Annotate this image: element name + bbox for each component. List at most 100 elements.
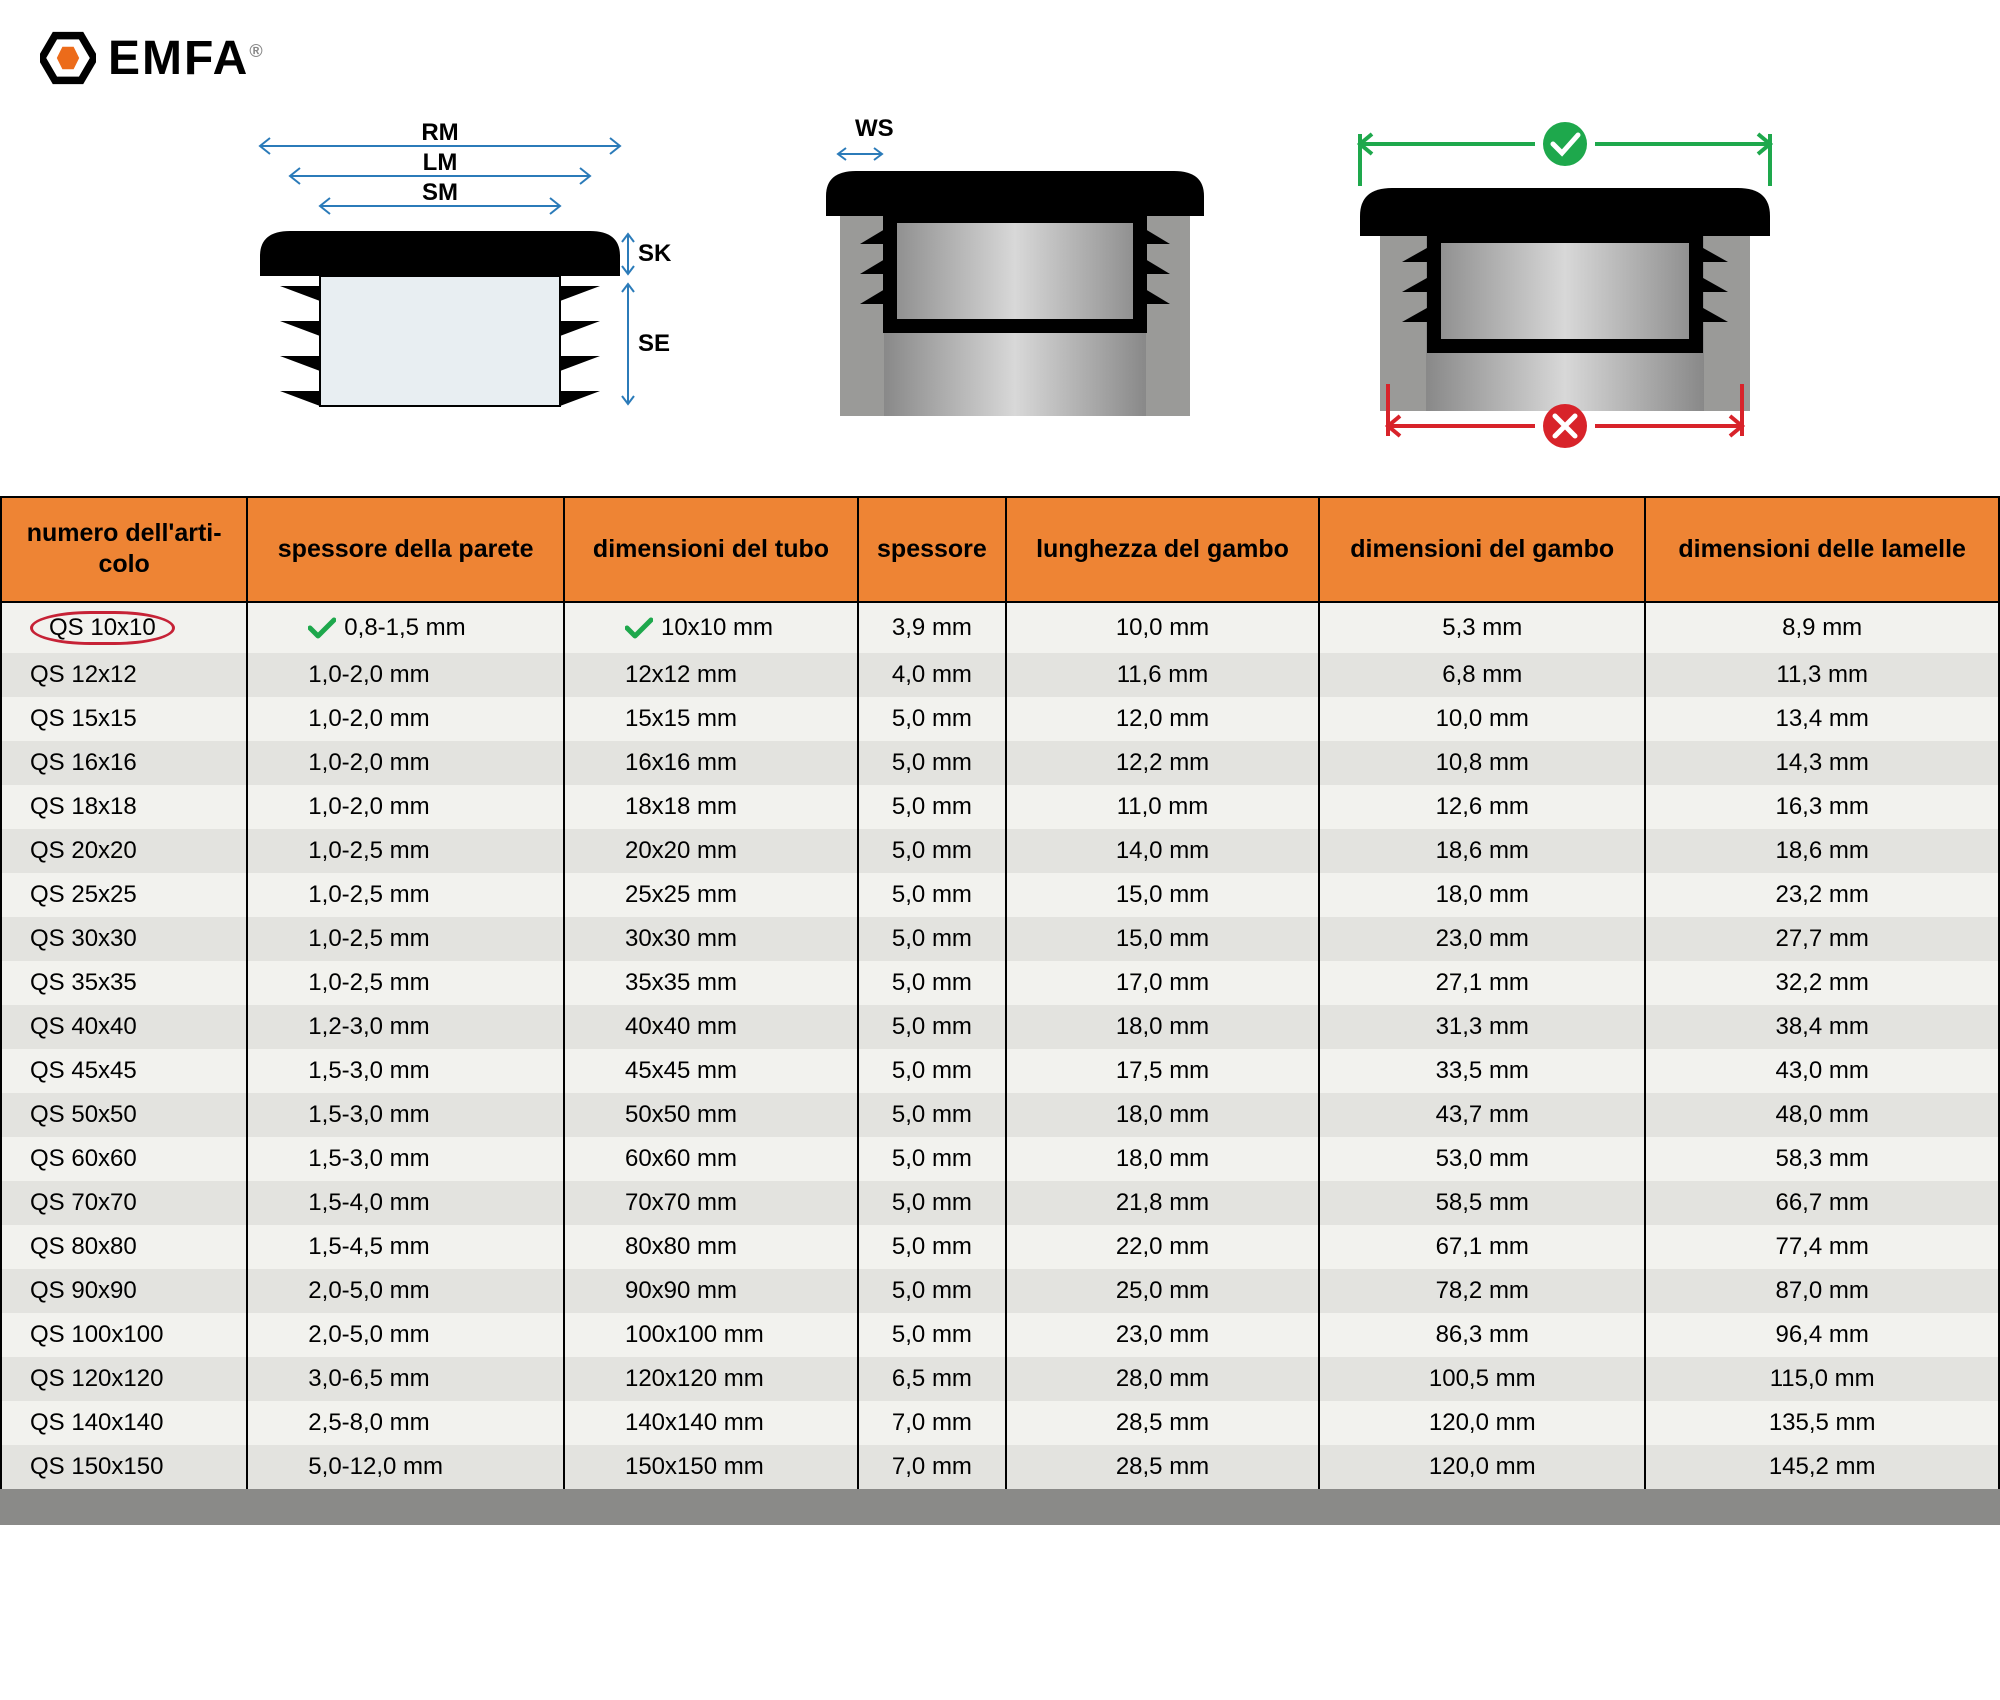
cell: QS 150x150 [1,1445,247,1489]
cell: 25x25 mm [564,873,858,917]
cell: 18,0 mm [1006,1093,1319,1137]
cell: 1,5-3,0 mm [247,1049,564,1093]
cell: 5,0 mm [858,1225,1006,1269]
cell: 40x40 mm [564,1005,858,1049]
cell: 2,5-8,0 mm [247,1401,564,1445]
cell: QS 100x100 [1,1313,247,1357]
table-row: QS 15x151,0-2,0 mm15x15 mm5,0 mm12,0 mm1… [1,697,1999,741]
cell: 1,0-2,0 mm [247,741,564,785]
cell: 80x80 mm [564,1225,858,1269]
cell: 11,3 mm [1645,653,1999,697]
cell: 5,0 mm [858,1313,1006,1357]
label-lm: LM [423,149,458,176]
cell: QS 30x30 [1,917,247,961]
cell: QS 140x140 [1,1401,247,1445]
cell: 1,0-2,5 mm [247,917,564,961]
cell: QS 40x40 [1,1005,247,1049]
cell: QS 25x25 [1,873,247,917]
cell: 87,0 mm [1645,1269,1999,1313]
label-se: SE [638,330,670,357]
table-row: QS 25x251,0-2,5 mm25x25 mm5,0 mm15,0 mm1… [1,873,1999,917]
table-header: numero dell'arti-colospessore della pare… [1,497,1999,602]
cell: 27,1 mm [1319,961,1645,1005]
cell: 38,4 mm [1645,1005,1999,1049]
cell: QS 10x10 [1,602,247,653]
table-row: QS 20x201,0-2,5 mm20x20 mm5,0 mm14,0 mm1… [1,829,1999,873]
cell: QS 50x50 [1,1093,247,1137]
cell: 1,0-2,0 mm [247,653,564,697]
cell: 3,9 mm [858,602,1006,653]
table-row: QS 10x100,8-1,5 mm10x10 mm3,9 mm10,0 mm5… [1,602,1999,653]
cell: 10,0 mm [1319,697,1645,741]
table-row: QS 40x401,2-3,0 mm40x40 mm5,0 mm18,0 mm3… [1,1005,1999,1049]
cell: 150x150 mm [564,1445,858,1489]
cell: 6,8 mm [1319,653,1645,697]
diagram-fit-check-icon [1350,116,1780,456]
diagram-cross-section-icon: WS [820,116,1210,426]
label-ws: WS [855,116,894,142]
table-row: QS 120x1203,0-6,5 mm120x120 mm6,5 mm28,0… [1,1357,1999,1401]
cell: 27,7 mm [1645,917,1999,961]
cell: 5,0 mm [858,741,1006,785]
cell: 43,0 mm [1645,1049,1999,1093]
cell: 5,0 mm [858,1005,1006,1049]
col-header-6: dimensioni delle lamelle [1645,497,1999,602]
cell: 5,0 mm [858,873,1006,917]
cell: 48,0 mm [1645,1093,1999,1137]
cell: 96,4 mm [1645,1313,1999,1357]
table-row: QS 35x351,0-2,5 mm35x35 mm5,0 mm17,0 mm2… [1,961,1999,1005]
cell: QS 18x18 [1,785,247,829]
cell: 5,0 mm [858,1269,1006,1313]
cell: 21,8 mm [1006,1181,1319,1225]
table-row: QS 45x451,5-3,0 mm45x45 mm5,0 mm17,5 mm3… [1,1049,1999,1093]
cell: 1,5-3,0 mm [247,1093,564,1137]
cell: 7,0 mm [858,1401,1006,1445]
cell: 1,5-4,5 mm [247,1225,564,1269]
cell: 77,4 mm [1645,1225,1999,1269]
table-row: QS 12x121,0-2,0 mm12x12 mm4,0 mm11,6 mm6… [1,653,1999,697]
col-header-3: spessore [858,497,1006,602]
cell: 5,0 mm [858,1181,1006,1225]
cell: 53,0 mm [1319,1137,1645,1181]
cell: 28,0 mm [1006,1357,1319,1401]
cell: 10x10 mm [564,602,858,653]
spec-table: numero dell'arti-colospessore della pare… [0,496,2000,1489]
cell: 16,3 mm [1645,785,1999,829]
cell: 18,0 mm [1319,873,1645,917]
cell: 90x90 mm [564,1269,858,1313]
cell: 115,0 mm [1645,1357,1999,1401]
cell: 6,5 mm [858,1357,1006,1401]
cell: 11,0 mm [1006,785,1319,829]
label-rm: RM [421,119,458,146]
cell: 23,0 mm [1006,1313,1319,1357]
logo-hex-icon [40,30,96,86]
cell: 120x120 mm [564,1357,858,1401]
cell: 66,7 mm [1645,1181,1999,1225]
cell: 15,0 mm [1006,917,1319,961]
cell: 5,0 mm [858,1049,1006,1093]
cell: 7,0 mm [858,1445,1006,1489]
cell: QS 60x60 [1,1137,247,1181]
cell: 14,3 mm [1645,741,1999,785]
col-header-0: numero dell'arti-colo [1,497,247,602]
cell: 43,7 mm [1319,1093,1645,1137]
cell: 31,3 mm [1319,1005,1645,1049]
cell: 140x140 mm [564,1401,858,1445]
cell: QS 90x90 [1,1269,247,1313]
cell: 18x18 mm [564,785,858,829]
cell: QS 12x12 [1,653,247,697]
cell: 135,5 mm [1645,1401,1999,1445]
cell: 10,0 mm [1006,602,1319,653]
cell: 5,0-12,0 mm [247,1445,564,1489]
cell: 1,0-2,5 mm [247,961,564,1005]
cell: 2,0-5,0 mm [247,1313,564,1357]
table-row: QS 60x601,5-3,0 mm60x60 mm5,0 mm18,0 mm5… [1,1137,1999,1181]
cell: 145,2 mm [1645,1445,1999,1489]
cell: 1,2-3,0 mm [247,1005,564,1049]
cell: 13,4 mm [1645,697,1999,741]
diagram-dimensions-icon: RM LM SM SK SE [220,116,680,426]
cell: 58,3 mm [1645,1137,1999,1181]
cell: 4,0 mm [858,653,1006,697]
cell: 78,2 mm [1319,1269,1645,1313]
cell: 11,6 mm [1006,653,1319,697]
